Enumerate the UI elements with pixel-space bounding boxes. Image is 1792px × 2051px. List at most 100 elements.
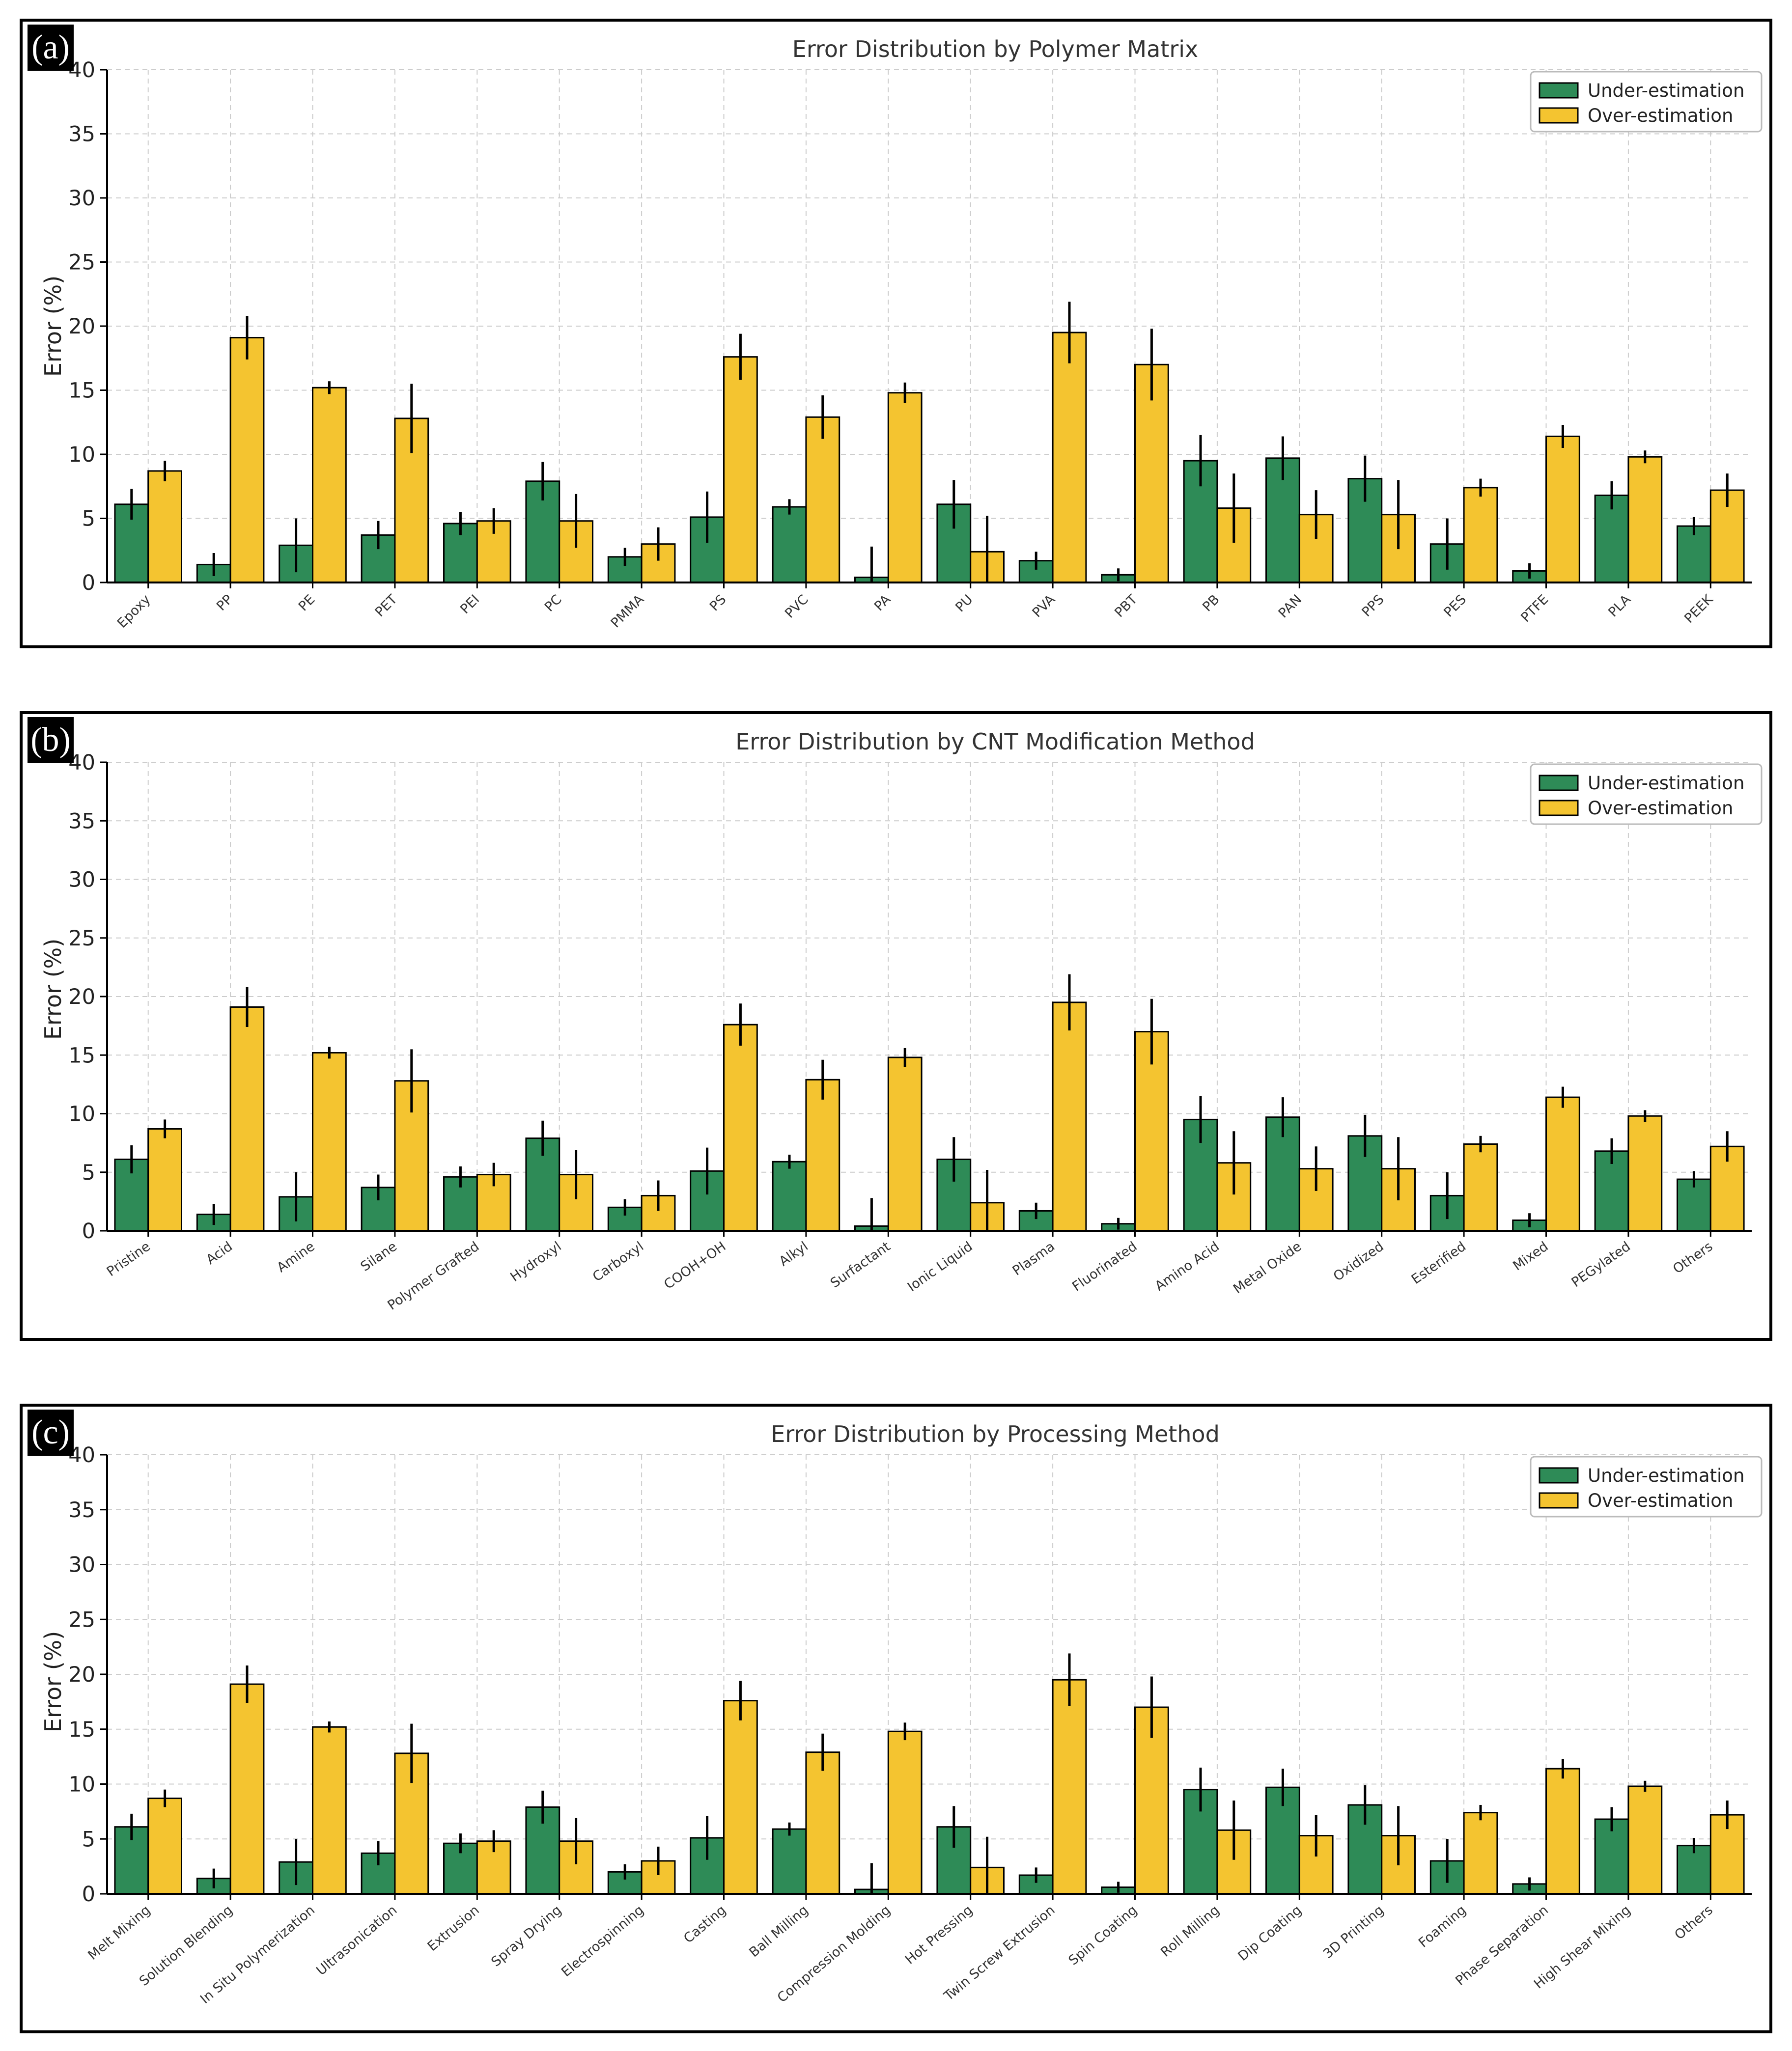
bar-over-estimation [147, 1798, 182, 1895]
gridlines [107, 1454, 1752, 1894]
y-tick-label: 20 [68, 314, 95, 339]
y-tick-label: 0 [82, 1882, 95, 1907]
y-tick-label: 25 [68, 250, 95, 275]
legend-label-over: Over-estimation [1588, 1490, 1733, 1511]
legend-label-over: Over-estimation [1588, 798, 1733, 819]
x-tick-label: PLA [1605, 592, 1634, 620]
legend-label-under: Under-estimation [1588, 773, 1744, 794]
chart-cnt-modification: Error Distribution by CNT Modification M… [40, 728, 1763, 1313]
x-tick-label: PP [214, 592, 236, 614]
chart-title: Error Distribution by Polymer Matrix [792, 36, 1199, 62]
legend: Under-estimation Over-estimation [1530, 763, 1763, 825]
bars [114, 302, 1745, 583]
bars [114, 1653, 1745, 1895]
x-tick-label: Fluorinated [1069, 1239, 1140, 1294]
y-axis-label: Error (%) [40, 1631, 66, 1732]
bar-over-estimation [805, 416, 840, 583]
x-tick-label: PEGylated [1569, 1239, 1633, 1290]
x-tick-label: Alkyl [777, 1239, 811, 1269]
panel-b: Error Distribution by CNT Modification M… [20, 711, 1772, 1341]
x-tick-label: Epoxy [114, 592, 154, 631]
legend-swatch-over [1539, 1492, 1579, 1509]
x-tick-label: Others [1672, 1903, 1715, 1943]
bar-over-estimation [1463, 487, 1498, 583]
bar-over-estimation [312, 387, 347, 583]
panel-label: (a) [28, 25, 74, 71]
bar-over-estimation [1627, 456, 1663, 583]
legend-swatch-over [1539, 800, 1579, 816]
y-tick-label: 35 [68, 809, 95, 833]
legend-swatch-under [1539, 775, 1579, 791]
x-tick-label: Others [1670, 1239, 1715, 1276]
chart-title: Error Distribution by CNT Modification M… [735, 728, 1255, 755]
bar-over-estimation [147, 1128, 182, 1232]
x-tick-label: Spray Drying [488, 1903, 564, 1970]
y-tick-label: 5 [82, 1161, 95, 1185]
y-tick-label: 15 [68, 1718, 95, 1742]
bar-over-estimation [805, 1751, 840, 1895]
x-tick-label: Spin Coating [1066, 1903, 1140, 1968]
x-tick-label: PU [952, 592, 976, 615]
bar-over-estimation [1545, 1096, 1580, 1232]
x-tick-label: PTFE [1518, 592, 1551, 625]
x-tick-label: Ball Milling [746, 1903, 811, 1961]
bar-over-estimation [1463, 1812, 1498, 1895]
bar-over-estimation [312, 1726, 347, 1895]
x-tick-label: Plasma [1010, 1239, 1058, 1278]
bar-over-estimation [723, 1700, 758, 1895]
y-tick-label: 5 [82, 1827, 95, 1852]
legend-label-under: Under-estimation [1588, 1465, 1744, 1486]
x-tick-label: Casting [681, 1903, 729, 1946]
y-tick-label: 30 [68, 1553, 95, 1578]
y-tick-label: 10 [68, 443, 95, 467]
x-tick-label: Oxidized [1331, 1239, 1387, 1284]
bar-over-estimation [1052, 1001, 1087, 1232]
x-tick-label: Mixed [1510, 1239, 1551, 1274]
y-axis-label: Error (%) [40, 939, 66, 1040]
x-tick-label: PET [372, 592, 401, 620]
x-tick-label: Electrospinning [559, 1903, 647, 1980]
legend: Under-estimation Over-estimation [1530, 1456, 1763, 1518]
bar-over-estimation [229, 1683, 265, 1895]
y-tick-label: 10 [68, 1102, 95, 1127]
x-tick-label: Melt Mixing [85, 1903, 153, 1963]
legend: Under-estimation Over-estimation [1530, 71, 1763, 133]
y-tick-label: 20 [68, 1663, 95, 1687]
x-tick-label: PMMA [608, 592, 647, 631]
gridlines [107, 762, 1752, 1231]
x-tick-label: PS [707, 592, 729, 614]
x-tick-label: Ionic Liquid [905, 1239, 976, 1295]
panel-label: (b) [28, 717, 74, 763]
bar-over-estimation [887, 1056, 923, 1232]
x-tick-label: Metal Oxide [1231, 1239, 1304, 1297]
y-tick-label: 30 [68, 186, 95, 211]
legend-label-over: Over-estimation [1588, 105, 1733, 126]
x-tick-label: PA [871, 592, 894, 614]
bar-over-estimation [1134, 1706, 1169, 1895]
x-tick-label: PPS [1359, 592, 1387, 620]
y-tick-label: 35 [68, 122, 95, 147]
x-tick-label: Dip Coating [1235, 1903, 1305, 1964]
x-tick-label: COOH+OH [661, 1239, 728, 1292]
x-tick-label: Hydroxyl [507, 1239, 564, 1285]
y-tick-label: 5 [82, 507, 95, 531]
bar-over-estimation [887, 392, 923, 583]
bar-over-estimation [229, 1006, 265, 1232]
x-tick-label: Acid [203, 1239, 235, 1267]
y-tick-label: 25 [68, 926, 95, 951]
x-tick-label: Hot Pressing [902, 1903, 976, 1968]
legend-swatch-over [1539, 107, 1579, 124]
x-tick-label: Ultrasonication [313, 1903, 400, 1979]
bar-over-estimation [1463, 1143, 1498, 1232]
x-tick-label: Roll Milling [1158, 1903, 1222, 1960]
bar-over-estimation [1545, 1768, 1580, 1895]
gridlines [107, 69, 1752, 583]
bar-over-estimation [1627, 1785, 1663, 1895]
bar-over-estimation [1545, 435, 1580, 583]
bar-under-estimation [772, 1161, 807, 1232]
x-tick-label: Amine [274, 1239, 317, 1275]
y-tick-label: 35 [68, 1498, 95, 1523]
panel-a: Error Distribution by Polymer Matrix Err… [20, 19, 1772, 648]
bar-over-estimation [1052, 1679, 1087, 1895]
x-tick-label: PBT [1112, 592, 1141, 621]
